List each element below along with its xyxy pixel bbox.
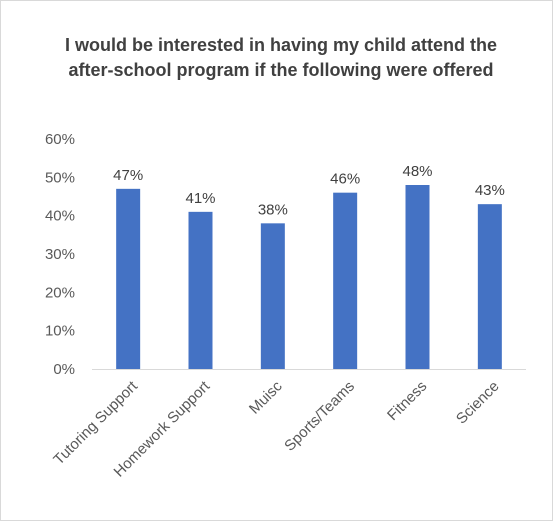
category-label: Science: [453, 378, 503, 428]
bar: [188, 211, 213, 369]
category-label: Fitness: [384, 378, 430, 424]
data-label: 46%: [330, 171, 360, 188]
y-tick-label: 40%: [45, 208, 75, 225]
data-label: 41%: [185, 190, 215, 207]
data-label: 48%: [402, 163, 432, 180]
bar: [405, 185, 430, 369]
category-label: Sports/Teams: [281, 378, 358, 455]
data-label: 43%: [475, 182, 505, 199]
bar: [260, 223, 285, 369]
y-tick-label: 0%: [53, 361, 75, 378]
category-label: Muisc: [246, 377, 286, 417]
bar: [477, 204, 502, 369]
data-label: 47%: [113, 167, 143, 184]
data-label: 38%: [258, 201, 288, 218]
bar: [116, 188, 141, 369]
y-tick-label: 30%: [45, 246, 75, 263]
y-tick-label: 20%: [45, 284, 75, 301]
chart-title: I would be interested in having my child…: [64, 35, 498, 80]
y-tick-label: 10%: [45, 323, 75, 340]
y-tick-label: 60%: [45, 131, 75, 148]
y-tick-label: 50%: [45, 169, 75, 186]
bar: [333, 192, 358, 369]
